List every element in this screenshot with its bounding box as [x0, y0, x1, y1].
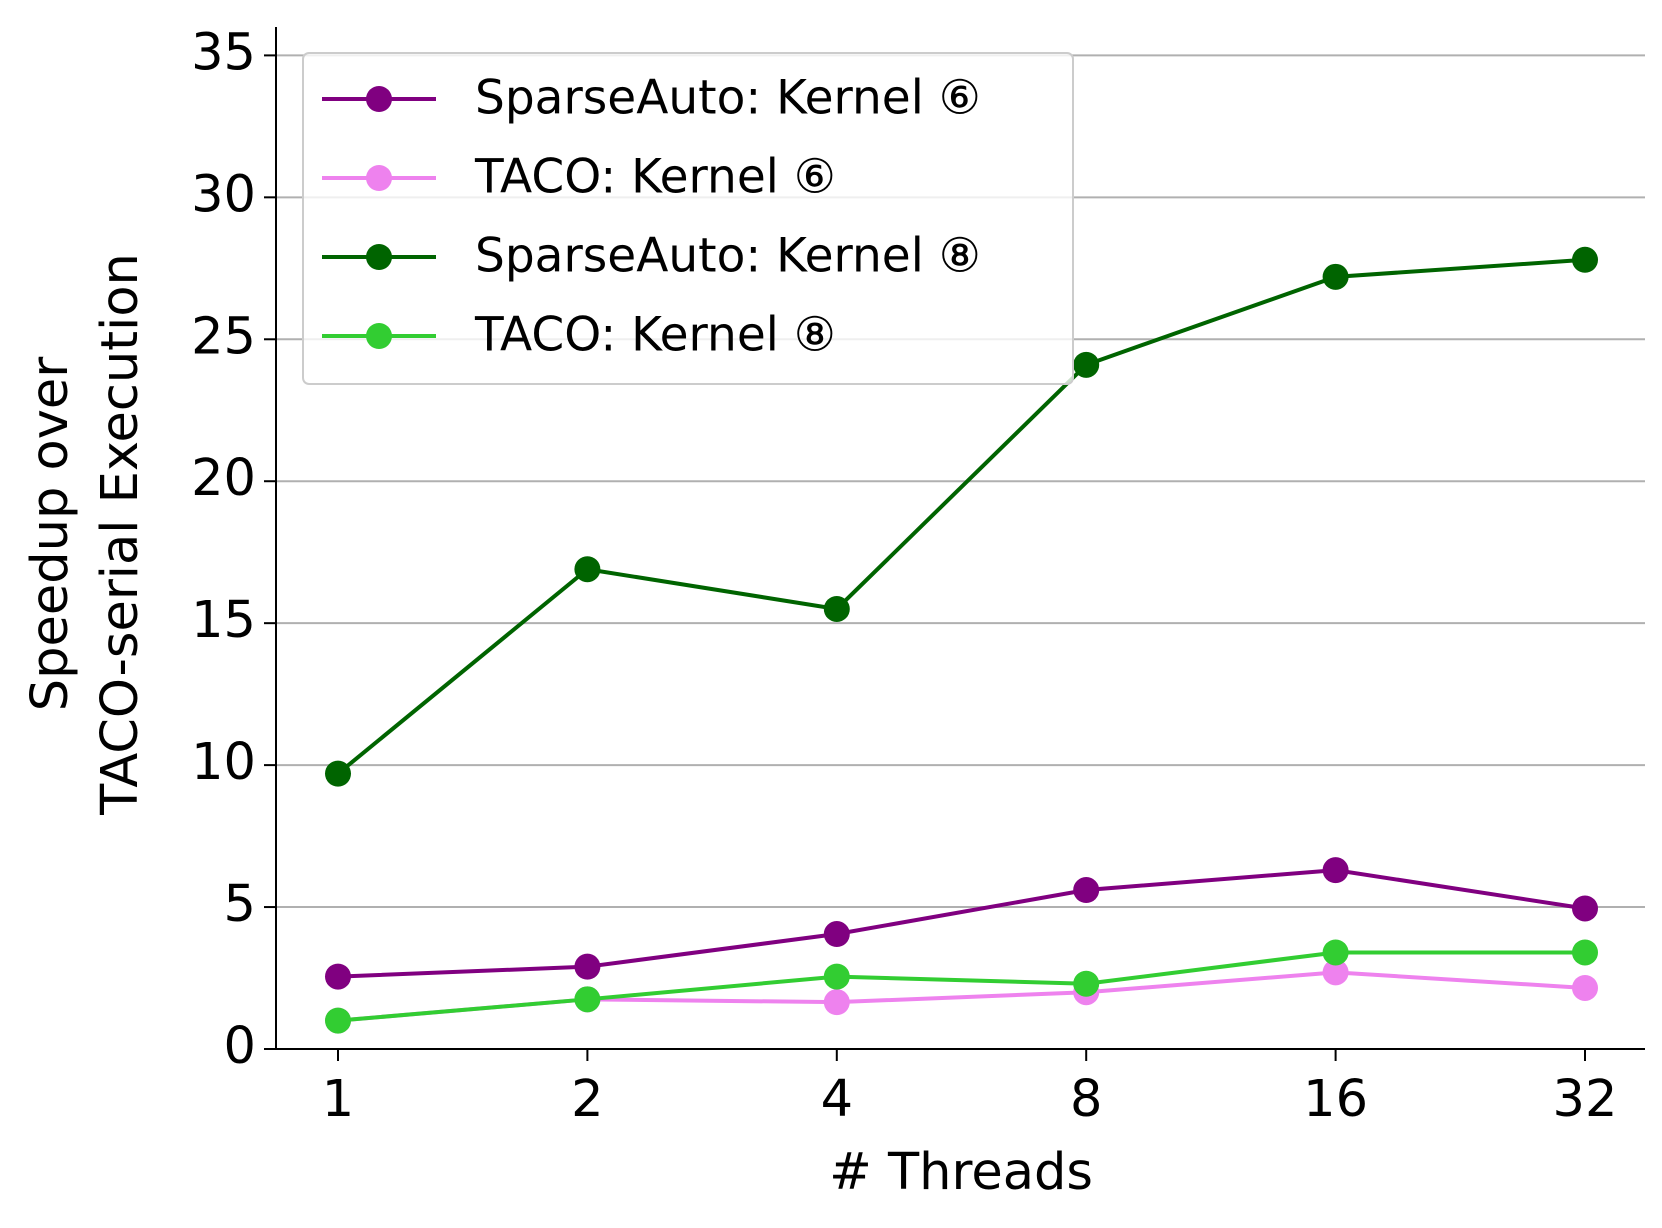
data-point	[1572, 246, 1598, 273]
legend-marker	[366, 86, 392, 112]
data-point	[325, 963, 351, 990]
data-point	[1322, 959, 1349, 986]
y-tick-label: 0	[224, 1017, 256, 1076]
y-tick-label: 30	[191, 165, 256, 224]
data-point	[1322, 263, 1349, 290]
data-point	[574, 556, 601, 583]
data-point	[823, 989, 850, 1016]
legend: SparseAuto: Kernel ⑥ TACO: Kernel ⑥ Sparse…	[302, 52, 1074, 385]
data-point	[1073, 877, 1100, 904]
legend-label: TACO: Kernel ⑧	[474, 308, 836, 363]
data-point	[325, 760, 351, 787]
y-tick-label: 5	[224, 875, 256, 934]
x-tick-label: 4	[821, 1070, 853, 1129]
y-tick-label: 20	[191, 449, 256, 508]
x-tick-label: 16	[1303, 1070, 1368, 1129]
data-point	[823, 595, 850, 622]
series-line	[336, 257, 1586, 776]
y-tick-label: 35	[191, 23, 256, 82]
legend-label: TACO: Kernel ⑥	[474, 150, 836, 205]
data-point	[1322, 939, 1349, 966]
series-line	[337, 868, 1586, 979]
data-point	[1572, 895, 1598, 922]
x-tick-label: 1	[322, 1070, 354, 1129]
series-line	[337, 950, 1585, 1023]
data-point	[325, 1007, 351, 1034]
legend-marker	[366, 165, 392, 191]
data-point	[823, 963, 850, 990]
data-point	[1322, 857, 1349, 884]
legend-marker	[366, 323, 392, 349]
data-point	[574, 953, 601, 980]
legend-marker	[366, 244, 392, 270]
data-point	[1073, 970, 1100, 997]
y-tick-label: 25	[191, 307, 256, 366]
data-point	[1073, 351, 1100, 378]
y-tick-label: 10	[191, 733, 256, 792]
data-point	[1572, 974, 1598, 1001]
legend-label: SparseAuto: Kernel ⑥	[475, 71, 981, 126]
x-tick-label: 8	[1070, 1070, 1102, 1129]
y-axis-label: TACO-serial Execution	[91, 253, 150, 816]
data-point	[823, 921, 850, 948]
data-point	[574, 986, 601, 1013]
legend-box	[302, 52, 1074, 385]
x-tick-label: 32	[1553, 1070, 1618, 1129]
y-axis-label: Speedup over	[21, 357, 80, 712]
y-tick-label: 15	[191, 591, 256, 650]
data-point	[1572, 939, 1598, 966]
x-axis-label: # Threads	[829, 1143, 1093, 1202]
legend-label: SparseAuto: Kernel ⑧	[475, 229, 981, 284]
x-tick-label: 2	[571, 1070, 603, 1129]
